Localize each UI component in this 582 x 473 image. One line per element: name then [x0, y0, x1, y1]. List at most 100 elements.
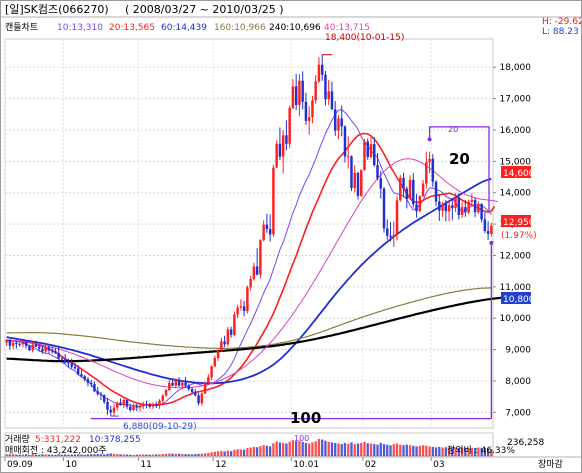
candle: [99, 391, 103, 401]
volume-bar: [151, 454, 155, 456]
candle-body: [242, 306, 246, 311]
candle: [288, 105, 291, 148]
candle: [138, 404, 142, 412]
candle: [467, 199, 470, 215]
price-tag-pct: (1.97%): [501, 231, 537, 241]
volume-bar: [112, 453, 116, 456]
candle-body: [41, 348, 44, 352]
candle: [382, 186, 386, 233]
volume-bar: [70, 454, 73, 456]
candle: [168, 380, 171, 392]
candle: [451, 200, 454, 221]
candle-body: [477, 204, 480, 213]
volume-bar: [168, 453, 171, 456]
legend-ma60: 60:14,439: [161, 23, 207, 33]
y-tick-label: 12,000: [500, 251, 532, 261]
candle: [177, 377, 181, 387]
ma160-line: [6, 287, 492, 349]
legend-ma20: 20:13,565: [109, 23, 155, 33]
candle: [353, 165, 356, 193]
volume-bar: [96, 454, 99, 456]
candle: [317, 57, 321, 84]
x-tick-label: 10.01: [293, 460, 319, 470]
volume-bar: [405, 444, 408, 456]
volume-bar: [314, 441, 317, 456]
candle-body: [99, 394, 103, 396]
candle: [402, 172, 405, 198]
big-label-100: 100: [290, 409, 321, 427]
candle: [24, 341, 28, 349]
volume-bar: [73, 454, 77, 456]
candle-body: [379, 178, 382, 189]
candle-body: [460, 207, 464, 215]
volume-bar: [177, 453, 181, 456]
volume-bar: [418, 445, 421, 456]
candle: [268, 214, 272, 242]
volume-bar: [138, 454, 142, 456]
candle: [11, 342, 15, 349]
chart-title: [일]SK컴즈(066270): [5, 2, 109, 16]
volume-bar: [470, 447, 473, 456]
volume-bar: [402, 445, 405, 456]
candle-body: [307, 117, 311, 121]
volume-bar: [282, 442, 285, 456]
volume-bar: [386, 444, 389, 456]
candle-body: [233, 314, 236, 335]
candle-body: [80, 374, 83, 377]
candle-body: [109, 409, 112, 413]
candle: [473, 197, 477, 218]
candle-body: [418, 196, 422, 212]
candle-body: [73, 366, 77, 369]
volume-bar: [317, 439, 321, 456]
candle-body: [486, 230, 490, 234]
candle: [311, 95, 314, 124]
candle-body: [15, 342, 18, 344]
candle: [184, 376, 187, 388]
volume-bar: [67, 454, 70, 456]
candle: [281, 129, 285, 174]
candle: [37, 344, 41, 352]
volume-bar: [255, 447, 259, 456]
volume-bar: [295, 441, 298, 456]
candle-body: [116, 402, 119, 408]
candle: [438, 194, 441, 221]
candle-body: [259, 240, 262, 275]
candle-body: [262, 224, 265, 241]
candle-body: [168, 382, 171, 391]
candle: [28, 344, 31, 352]
price-tag-10800-text: 10,800: [503, 295, 535, 305]
candle: [31, 342, 34, 353]
volume-bar: [99, 454, 103, 456]
volume-bar: [216, 451, 220, 456]
volume-bar: [190, 454, 194, 456]
candle-body: [281, 135, 285, 157]
volume-bar: [308, 443, 311, 456]
candle: [18, 342, 21, 347]
candle: [70, 358, 73, 369]
volume-bar: [41, 454, 44, 456]
volume-bar: [223, 451, 226, 456]
volume-bar: [343, 442, 347, 456]
volume-bar: [356, 443, 360, 456]
candle: [174, 378, 178, 389]
candle-body: [343, 126, 347, 157]
candle: [213, 355, 217, 368]
volume-bar: [285, 443, 288, 456]
candle: [242, 300, 246, 317]
candle-body: [135, 405, 138, 408]
candle: [200, 392, 204, 406]
candle-body: [268, 229, 272, 235]
candle: [210, 365, 213, 381]
candle: [80, 369, 83, 378]
candle-body: [294, 86, 298, 105]
candle: [366, 138, 369, 160]
volume-bar: [15, 454, 18, 456]
candle-body: [353, 172, 356, 189]
volume-label: 거래량: [5, 433, 30, 445]
candle: [171, 379, 174, 387]
candle: [93, 381, 96, 393]
candle-body: [174, 379, 178, 386]
candle-body: [483, 219, 487, 231]
candle: [194, 389, 197, 397]
candle: [252, 262, 256, 281]
